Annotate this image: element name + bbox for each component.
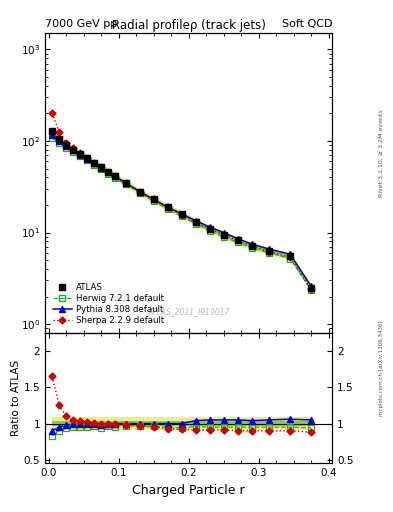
X-axis label: Charged Particle r: Charged Particle r xyxy=(132,484,245,497)
Text: 7000 GeV pp: 7000 GeV pp xyxy=(45,19,118,29)
Text: Soft QCD: Soft QCD xyxy=(282,19,332,29)
Text: mcplots.cern.ch [arXiv:1306.3436]: mcplots.cern.ch [arXiv:1306.3436] xyxy=(379,321,384,416)
Y-axis label: Ratio to ATLAS: Ratio to ATLAS xyxy=(11,360,21,436)
Text: Rivet 3.1.10, ≥ 3.2M events: Rivet 3.1.10, ≥ 3.2M events xyxy=(379,110,384,198)
Text: ATLAS_2011_I919017: ATLAS_2011_I919017 xyxy=(147,308,230,316)
Title: Radial profileρ (track jets): Radial profileρ (track jets) xyxy=(112,19,266,32)
Legend: ATLAS, Herwig 7.2.1 default, Pythia 8.308 default, Sherpa 2.2.9 default: ATLAS, Herwig 7.2.1 default, Pythia 8.30… xyxy=(50,280,168,329)
